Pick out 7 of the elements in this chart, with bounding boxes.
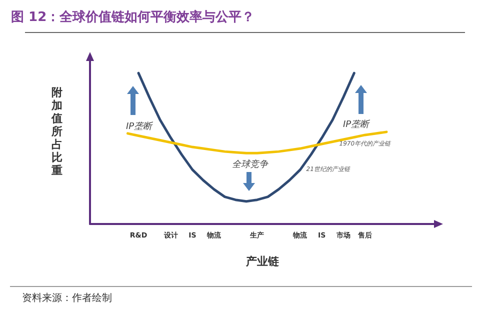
x-axis-title: 产业链 — [245, 255, 280, 268]
chart-title: 图 12：全球价值链如何平衡效率与公平？ — [11, 9, 255, 25]
y-axis-title: 附加值所占比重 — [50, 86, 64, 177]
annotation: 全球竞争 — [232, 158, 268, 171]
annotation: IP垄断 — [126, 120, 152, 133]
text: 资料来源：作者绘制 — [22, 292, 112, 305]
annotation: IP垄断 — [343, 118, 370, 131]
